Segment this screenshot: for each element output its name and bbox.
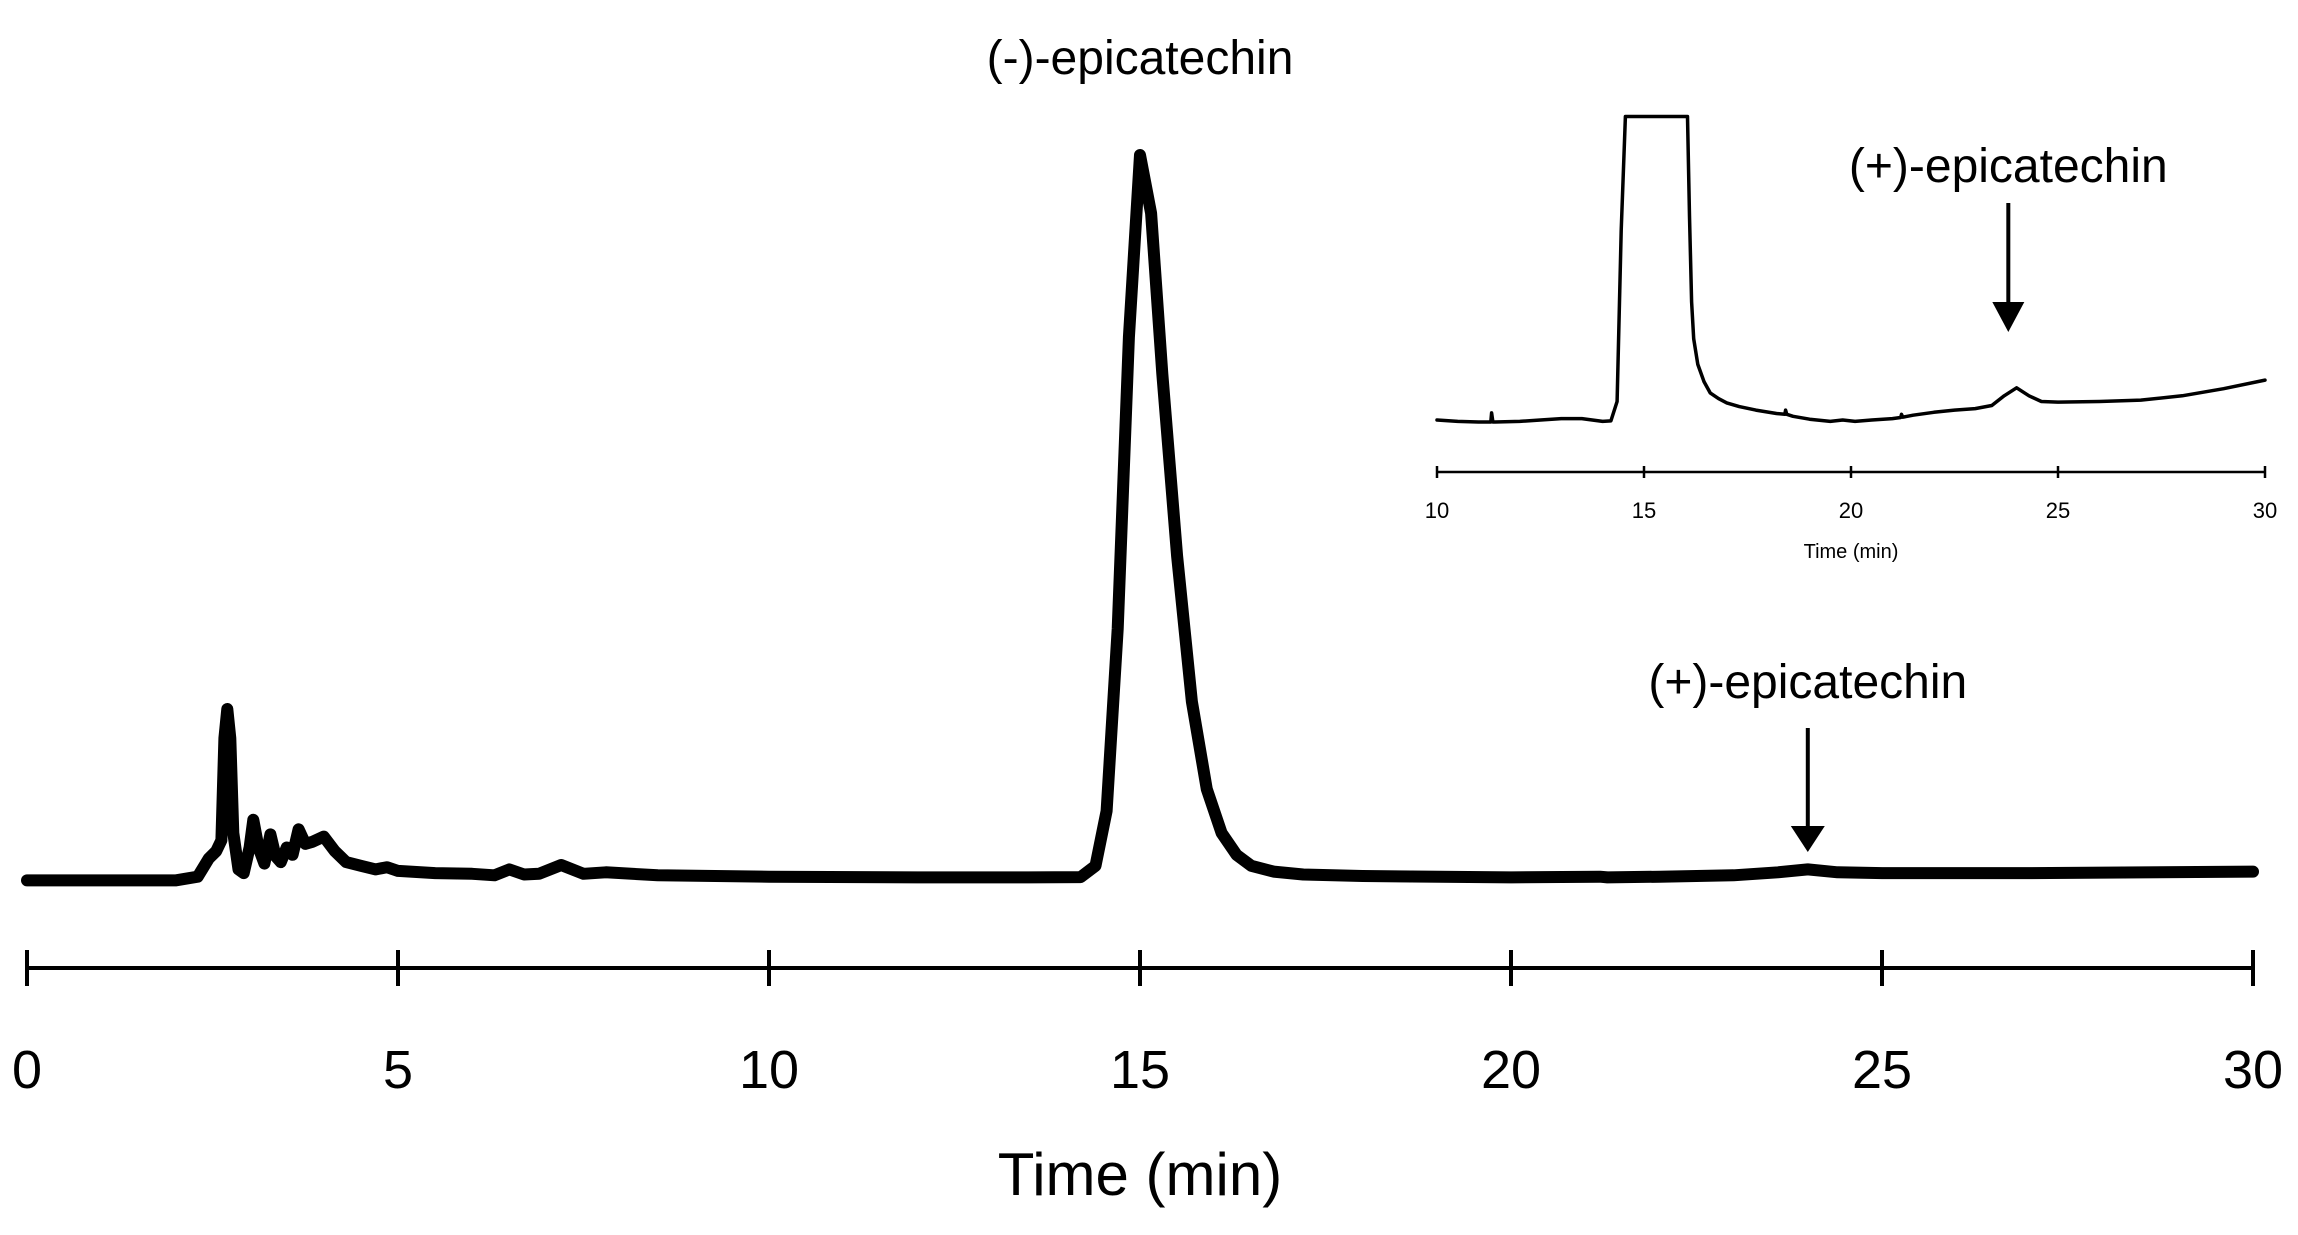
main-chart: 0 5 10 15 20 25 30 Time (min) (-)-epicatechin … bbox=[12, 32, 2283, 1208]
inset-chart: 10 15 20 25 30 Time (min) (+)-epicatechin bbox=[1425, 114, 2277, 563]
inset-x-ticks: 10 15 20 25 30 bbox=[1425, 466, 2277, 523]
main-x-tick-label: 0 bbox=[12, 1040, 42, 1100]
inset-peak-label-plus-epicatechin: (+)-epicatechin bbox=[1849, 140, 2168, 193]
main-arrow-plus-epicatechin bbox=[1790, 728, 1825, 852]
main-arrow-head bbox=[1790, 826, 1825, 852]
main-x-tick-label: 25 bbox=[1852, 1040, 1912, 1100]
main-x-tick-label: 20 bbox=[1481, 1040, 1541, 1100]
inset-arrow-head bbox=[1992, 302, 2025, 332]
main-x-tick-label: 15 bbox=[1110, 1040, 1170, 1100]
main-x-axis-label: Time (min) bbox=[998, 1141, 1282, 1208]
inset-x-tick-label: 15 bbox=[1632, 498, 1656, 523]
main-x-tick-label: 5 bbox=[383, 1040, 413, 1100]
inset-arrow-plus-epicatechin bbox=[1992, 203, 2025, 332]
inset-x-tick-label: 25 bbox=[2046, 498, 2070, 523]
inset-x-tick-label: 30 bbox=[2253, 498, 2277, 523]
main-x-ticks: 0 5 10 15 20 25 30 bbox=[12, 950, 2283, 1100]
main-peak-label-plus-epicatechin: (+)-epicatechin bbox=[1648, 656, 1967, 709]
main-chromatogram-trace bbox=[21, 149, 2259, 887]
main-peak-label-minus-epicatechin: (-)-epicatechin bbox=[987, 32, 1294, 85]
inset-x-tick-label: 10 bbox=[1425, 498, 1449, 523]
main-x-tick-label: 30 bbox=[2223, 1040, 2283, 1100]
inset-x-axis-label: Time (min) bbox=[1804, 541, 1899, 563]
inset-x-tick-label: 20 bbox=[1839, 498, 1863, 523]
inset-chromatogram-trace bbox=[1435, 114, 2267, 424]
main-x-tick-label: 10 bbox=[739, 1040, 799, 1100]
